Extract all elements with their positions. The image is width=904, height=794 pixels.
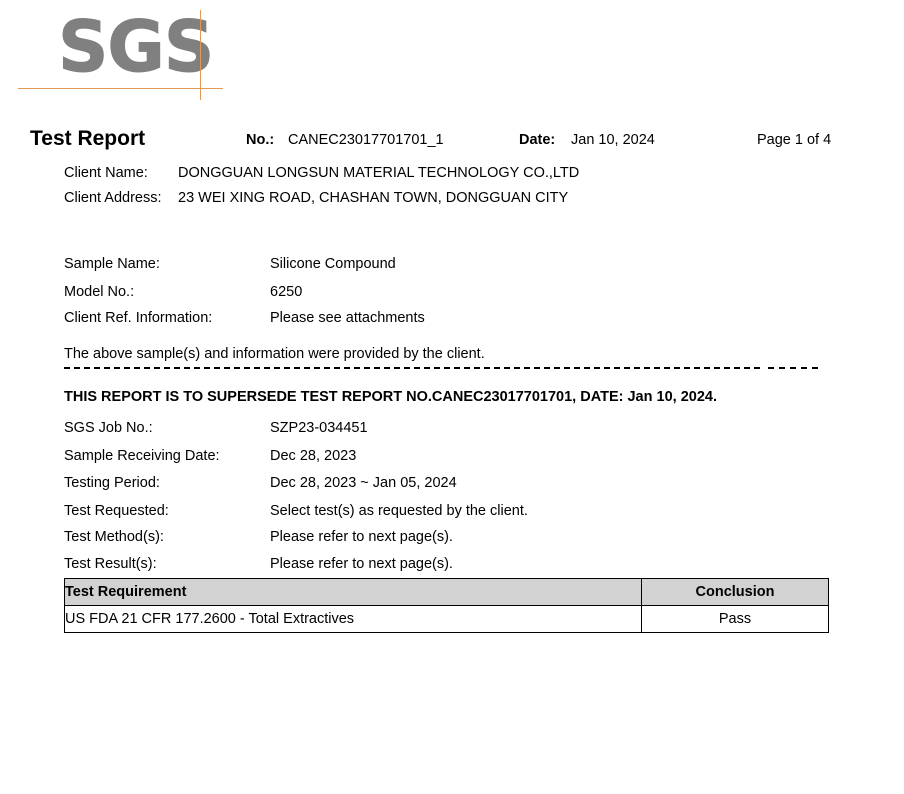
- test-requested-row: Test Requested: Select test(s) as reques…: [0, 500, 904, 522]
- dashed-separator-segment-left: [64, 367, 760, 369]
- report-date-label: Date:: [519, 132, 556, 148]
- test-requested-value: Select test(s) as requested by the clien…: [270, 503, 528, 519]
- table-header-row: Test Requirement Conclusion: [64, 578, 829, 606]
- results-table: Test Requirement Conclusion US FDA 21 CF…: [64, 578, 829, 633]
- client-ref-row: Client Ref. Information: Please see atta…: [0, 307, 904, 329]
- table-row: US FDA 21 CFR 177.2600 - Total Extractiv…: [64, 605, 829, 633]
- sgs-job-no-label: SGS Job No.:: [64, 420, 153, 436]
- model-no-label: Model No.:: [64, 284, 135, 300]
- client-name-value: DONGGUAN LONGSUN MATERIAL TECHNOLOGY CO.…: [178, 165, 580, 181]
- supersede-note: THIS REPORT IS TO SUPERSEDE TEST REPORT …: [64, 389, 717, 405]
- sample-name-label: Sample Name:: [64, 256, 160, 272]
- sgs-logo-wordmark: SGS: [57, 6, 214, 88]
- sample-receiving-date-value: Dec 28, 2023: [270, 448, 357, 464]
- report-no-value: CANEC23017701701_1: [288, 132, 444, 148]
- column-header-conclusion: Conclusion: [641, 578, 829, 606]
- client-name-row: Client Name: DONGGUAN LONGSUN MATERIAL T…: [0, 162, 904, 184]
- sgs-logo-block: SGS: [0, 0, 904, 110]
- test-result-value: Please refer to next page(s).: [270, 556, 453, 572]
- page-title: Test Report: [30, 127, 146, 150]
- sample-name-value: Silicone Compound: [270, 256, 396, 272]
- testing-period-label: Testing Period:: [64, 475, 160, 491]
- sample-name-row: Sample Name: Silicone Compound: [0, 253, 904, 275]
- logo-horizontal-rule: [18, 88, 223, 89]
- test-method-row: Test Method(s): Please refer to next pag…: [0, 526, 904, 548]
- cell-test-requirement: US FDA 21 CFR 177.2600 - Total Extractiv…: [64, 605, 642, 633]
- testing-period-value: Dec 28, 2023 ~ Jan 05, 2024: [270, 475, 457, 491]
- test-result-row: Test Result(s): Please refer to next pag…: [0, 553, 904, 575]
- logo-vertical-rule: [200, 10, 201, 100]
- client-address-label: Client Address:: [64, 190, 162, 206]
- sgs-job-no-value: SZP23-034451: [270, 420, 368, 436]
- sample-receiving-date-label: Sample Receiving Date:: [64, 448, 220, 464]
- test-method-value: Please refer to next page(s).: [270, 529, 453, 545]
- report-header-row: Test Report No.: CANEC23017701701_1 Date…: [0, 126, 904, 154]
- test-requested-label: Test Requested:: [64, 503, 169, 519]
- report-no-label: No.:: [246, 132, 275, 148]
- test-method-label: Test Method(s):: [64, 529, 164, 545]
- dashed-separator-segment-right: [768, 367, 818, 369]
- page-indicator: Page 1 of 4: [757, 132, 832, 148]
- sample-receiving-date-row: Sample Receiving Date: Dec 28, 2023: [0, 445, 904, 467]
- column-header-test-requirement: Test Requirement: [64, 578, 642, 606]
- client-ref-value: Please see attachments: [270, 310, 425, 326]
- cell-conclusion: Pass: [641, 605, 829, 633]
- client-address-row: Client Address: 23 WEI XING ROAD, CHASHA…: [0, 187, 904, 209]
- test-result-label: Test Result(s):: [64, 556, 157, 572]
- report-date-value: Jan 10, 2024: [571, 132, 655, 148]
- client-ref-label: Client Ref. Information:: [64, 310, 213, 326]
- dashed-separator: [64, 367, 818, 369]
- client-name-label: Client Name:: [64, 165, 148, 181]
- testing-period-row: Testing Period: Dec 28, 2023 ~ Jan 05, 2…: [0, 472, 904, 494]
- client-address-value: 23 WEI XING ROAD, CHASHAN TOWN, DONGGUAN…: [178, 190, 569, 206]
- model-no-value: 6250: [270, 284, 303, 300]
- provided-by-client-note: The above sample(s) and information were…: [64, 346, 485, 362]
- sgs-job-no-row: SGS Job No.: SZP23-034451: [0, 417, 904, 439]
- model-no-row: Model No.: 6250: [0, 281, 904, 303]
